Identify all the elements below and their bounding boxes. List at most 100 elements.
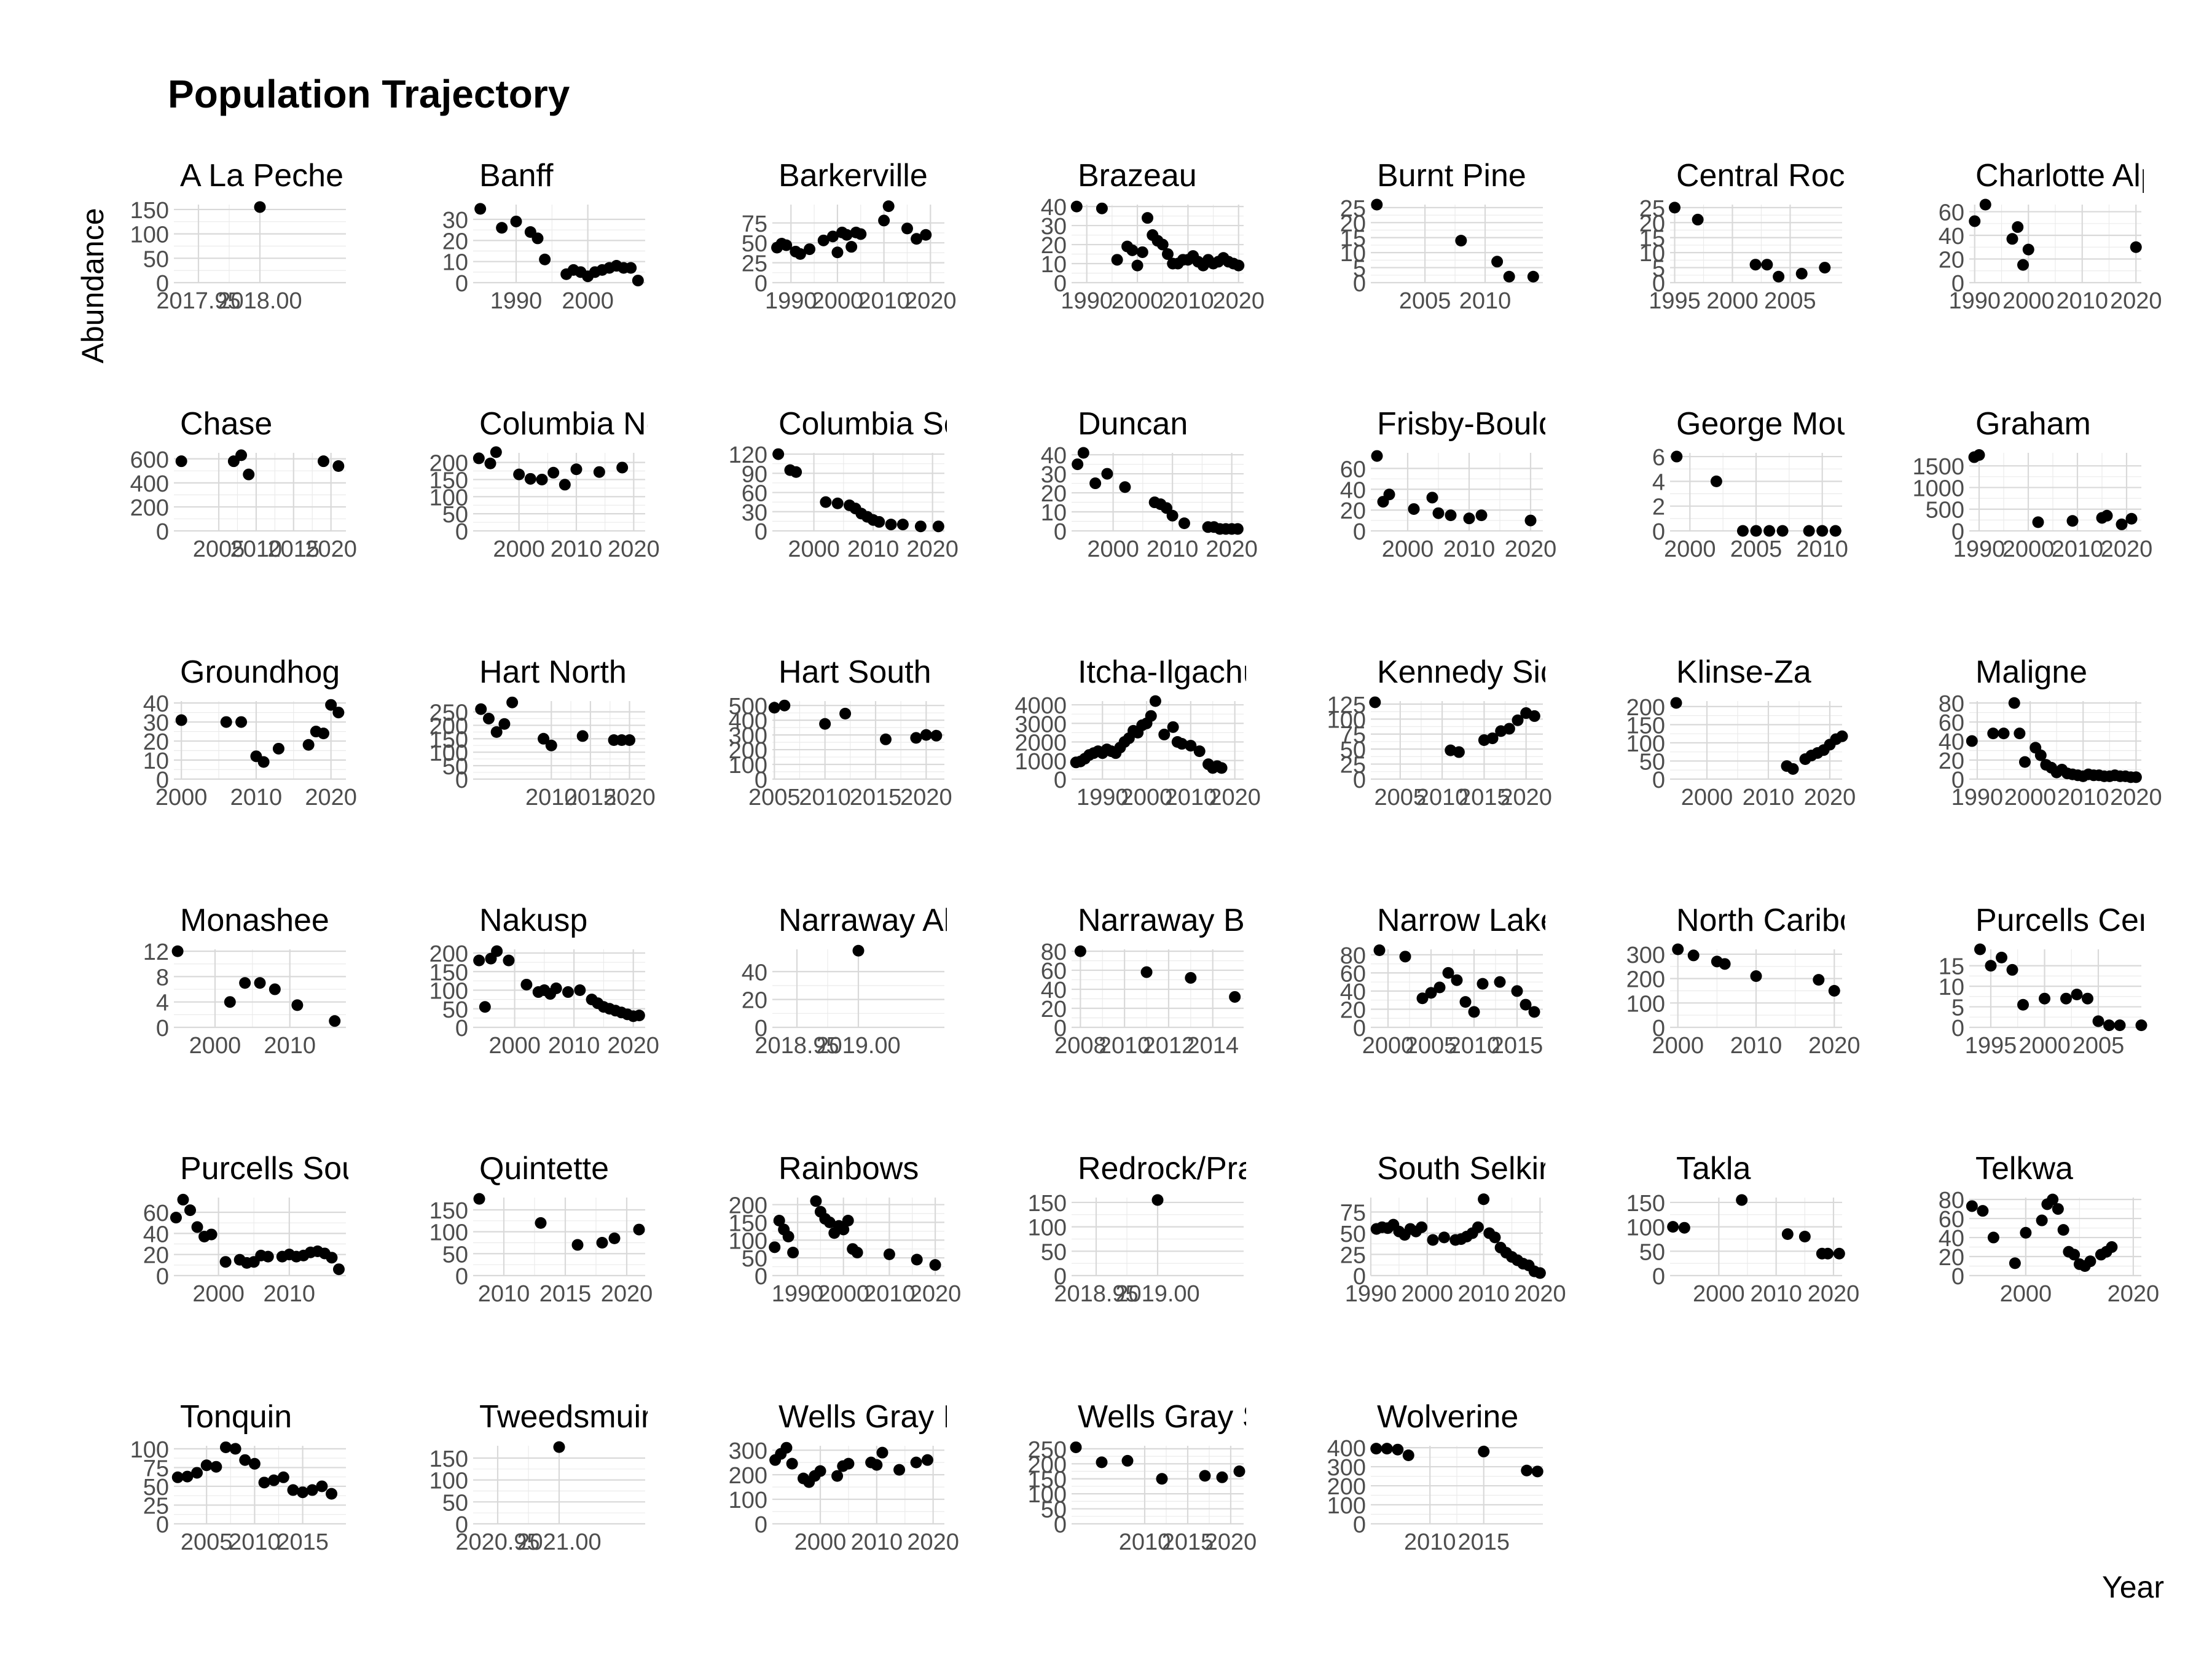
y-tick-label: 600	[130, 447, 169, 473]
y-tick-label: 3000	[1014, 712, 1067, 737]
data-point	[1111, 254, 1123, 266]
data-point	[1472, 1221, 1484, 1233]
y-tick-label: 5	[1353, 256, 1366, 282]
x-tick-label: 2010	[230, 785, 283, 810]
data-point	[268, 1474, 280, 1486]
x-tick-label: 2010	[551, 536, 603, 562]
x-tick-label: 1990	[1951, 785, 2004, 810]
x-tick-label: 2020	[1205, 1529, 1257, 1555]
y-tick-label: 50	[442, 502, 468, 528]
data-point	[332, 460, 345, 472]
data-point	[2034, 749, 2047, 761]
x-tick-label: 2010	[264, 1281, 316, 1307]
y-tick-label: 0	[755, 1512, 767, 1538]
data-point	[210, 1461, 222, 1473]
data-point	[332, 707, 345, 719]
y-tick-label: 0	[1054, 1264, 1067, 1290]
facet-label: Rainbows	[779, 1151, 919, 1186]
y-tick-label: 200	[130, 495, 169, 521]
x-tick-label: 2000	[1706, 288, 1759, 314]
x-tick-label: 2021.00	[517, 1529, 601, 1555]
data-point	[1185, 740, 1197, 752]
data-point	[883, 1248, 895, 1260]
y-tick-label: 80	[1041, 939, 1067, 965]
data-point	[205, 1228, 218, 1241]
data-point	[1216, 1471, 1228, 1483]
x-tick-label: 2020	[1804, 785, 1856, 810]
x-tick-label: 2010	[525, 785, 578, 810]
y-tick-label: 20	[1041, 233, 1067, 259]
x-tick-label: 2019.00	[1115, 1281, 1199, 1307]
data-point	[326, 1252, 338, 1264]
data-point	[851, 1246, 863, 1258]
data-point	[1074, 945, 1086, 957]
y-tick-label: 75	[143, 1456, 169, 1481]
data-point	[1813, 974, 1825, 986]
data-point	[510, 215, 522, 227]
x-tick-label: 2005	[2073, 1033, 2125, 1059]
data-point	[885, 519, 897, 531]
data-point	[181, 1470, 194, 1483]
y-tick-label: 100	[729, 753, 767, 779]
y-tick-label: 40	[143, 691, 169, 717]
data-point	[1503, 723, 1515, 735]
data-point	[254, 977, 266, 989]
data-point	[1670, 697, 1682, 709]
y-tick-label: 60	[1939, 710, 1964, 736]
facet-label: Graham	[1975, 406, 2091, 442]
data-point	[1408, 503, 1420, 515]
facet-panels: A La Peche0501001502017.952018.00Banff01…	[130, 158, 2162, 1555]
facet-label: Wells Gray South	[1078, 1399, 1326, 1435]
x-tick-label: 2000	[1681, 785, 1733, 810]
data-point	[1521, 1464, 1533, 1477]
data-point	[224, 996, 236, 1008]
x-tick-label: 2000	[794, 1529, 847, 1555]
y-tick-label: 200	[1626, 695, 1665, 721]
data-point	[513, 468, 525, 480]
data-point	[243, 468, 255, 480]
facet-label: Barkerville	[779, 158, 928, 194]
data-point	[920, 729, 932, 741]
data-point	[473, 954, 485, 967]
x-tick-label: 2020	[909, 1281, 962, 1307]
y-tick-label: 0	[1054, 271, 1067, 297]
data-point	[1520, 998, 1532, 1011]
data-point	[804, 243, 816, 256]
data-point	[2008, 697, 2020, 709]
data-point	[920, 229, 932, 241]
x-tick-label: 2000	[1087, 536, 1139, 562]
y-tick-label: 15	[1340, 226, 1366, 252]
y-tick-label: 0	[1054, 767, 1067, 793]
data-point	[878, 214, 890, 227]
y-tick-label: 60	[1340, 961, 1366, 987]
y-tick-label: 40	[1041, 978, 1067, 1003]
facet-label: Takla	[1676, 1151, 1751, 1186]
data-point	[257, 756, 270, 768]
y-tick-label: 6	[1652, 445, 1665, 471]
y-tick-label: 0	[1951, 519, 1964, 545]
y-tick-label: 40	[143, 1222, 169, 1247]
data-point	[1425, 987, 1437, 999]
y-tick-label: 100	[130, 222, 169, 248]
data-point	[1175, 738, 1188, 750]
data-point	[1070, 200, 1083, 213]
data-point	[1381, 1443, 1393, 1455]
y-tick-label: 50	[442, 1242, 468, 1268]
chart-title: Population Trajectory	[168, 72, 570, 116]
x-tick-label: 2010	[858, 288, 910, 314]
data-point	[842, 1215, 854, 1227]
data-point	[810, 1195, 822, 1207]
data-point	[570, 463, 582, 476]
y-tick-label: 0	[1652, 271, 1665, 297]
data-point	[219, 1256, 232, 1268]
data-point	[2036, 1214, 2048, 1226]
y-tick-label: 50	[442, 997, 468, 1023]
data-point	[1096, 1456, 1108, 1469]
y-tick-label: 200	[729, 1193, 767, 1219]
data-point	[1167, 721, 1179, 733]
y-tick-label: 20	[1041, 481, 1067, 507]
x-tick-label: 2005	[1399, 288, 1451, 314]
